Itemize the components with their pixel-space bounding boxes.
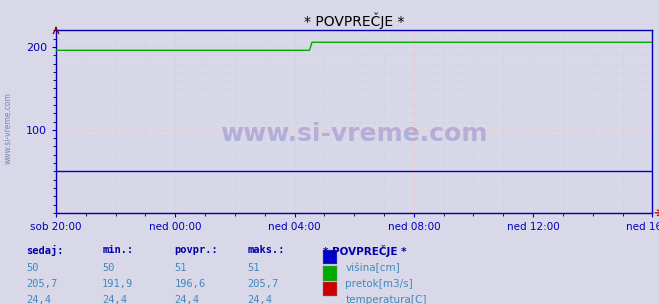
- Text: www.si-vreme.com: www.si-vreme.com: [3, 92, 13, 164]
- Text: 205,7: 205,7: [247, 279, 278, 289]
- Title: * POVPREČJE *: * POVPREČJE *: [304, 13, 405, 29]
- Text: 51: 51: [175, 263, 187, 273]
- Text: 191,9: 191,9: [102, 279, 133, 289]
- Text: 196,6: 196,6: [175, 279, 206, 289]
- Text: 205,7: 205,7: [26, 279, 57, 289]
- Text: 50: 50: [26, 263, 39, 273]
- Text: www.si-vreme.com: www.si-vreme.com: [221, 123, 488, 146]
- Text: temperatura[C]: temperatura[C]: [345, 295, 427, 304]
- Text: 24,4: 24,4: [247, 295, 272, 304]
- Text: višina[cm]: višina[cm]: [345, 263, 400, 273]
- Text: povpr.:: povpr.:: [175, 245, 218, 255]
- Text: pretok[m3/s]: pretok[m3/s]: [345, 279, 413, 289]
- Text: 24,4: 24,4: [102, 295, 127, 304]
- Text: 51: 51: [247, 263, 260, 273]
- Text: min.:: min.:: [102, 245, 133, 255]
- Text: 24,4: 24,4: [175, 295, 200, 304]
- Text: 50: 50: [102, 263, 115, 273]
- Text: maks.:: maks.:: [247, 245, 285, 255]
- Text: 24,4: 24,4: [26, 295, 51, 304]
- Text: sedaj:: sedaj:: [26, 245, 64, 256]
- Text: * POVPREČJE *: * POVPREČJE *: [323, 245, 407, 257]
